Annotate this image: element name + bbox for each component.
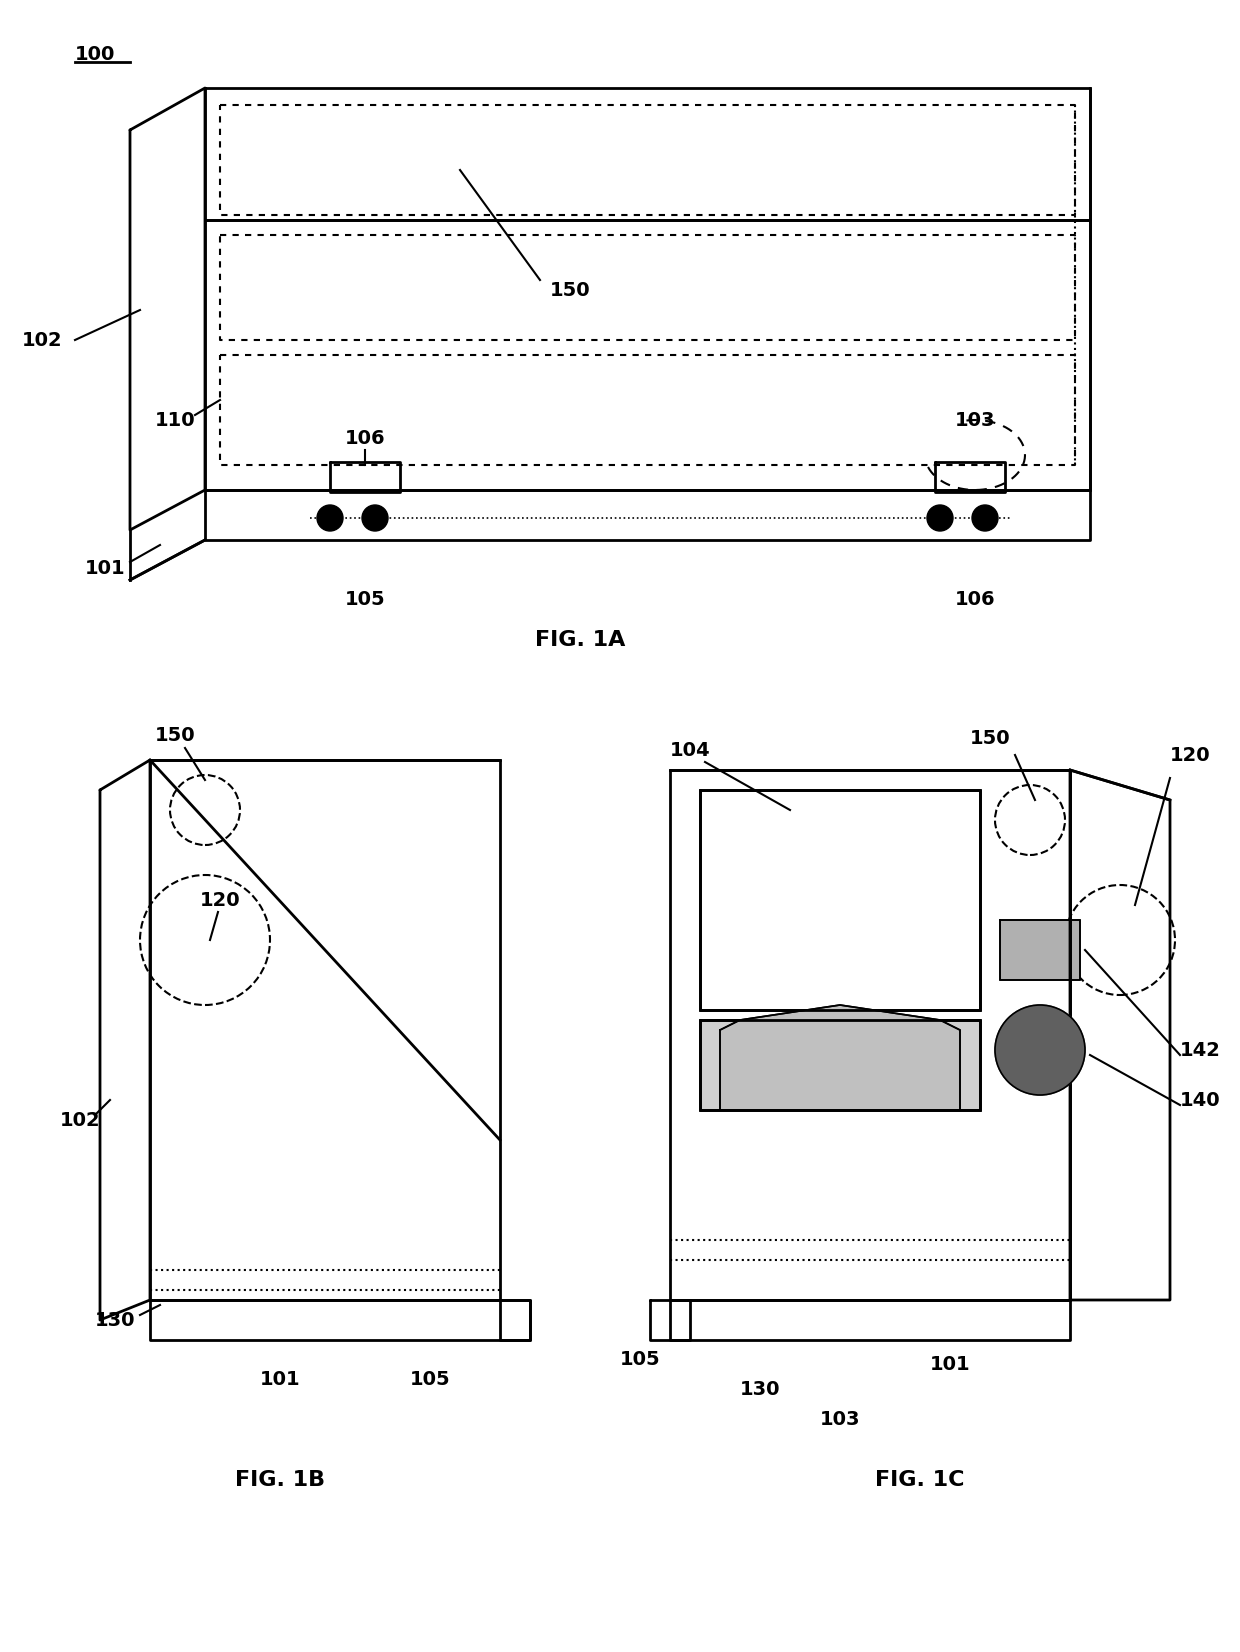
Text: 101: 101 xyxy=(259,1370,300,1389)
Text: 140: 140 xyxy=(1180,1090,1220,1110)
Text: FIG. 1C: FIG. 1C xyxy=(875,1470,965,1490)
Text: 106: 106 xyxy=(345,430,386,448)
Text: FIG. 1B: FIG. 1B xyxy=(234,1470,325,1490)
Polygon shape xyxy=(999,920,1080,980)
Circle shape xyxy=(362,506,388,530)
Text: 120: 120 xyxy=(1171,747,1210,765)
Text: 130: 130 xyxy=(740,1379,780,1399)
Text: 105: 105 xyxy=(409,1370,450,1389)
Text: 106: 106 xyxy=(955,590,996,610)
Circle shape xyxy=(317,506,343,530)
Text: 102: 102 xyxy=(60,1110,100,1130)
Circle shape xyxy=(994,1004,1085,1095)
Text: 110: 110 xyxy=(155,410,196,430)
Text: 130: 130 xyxy=(94,1310,135,1330)
Text: 104: 104 xyxy=(670,742,711,760)
Text: 100: 100 xyxy=(74,46,115,64)
Text: 101: 101 xyxy=(86,558,125,578)
Text: 105: 105 xyxy=(620,1350,661,1370)
Text: 142: 142 xyxy=(1180,1041,1221,1059)
Text: 103: 103 xyxy=(955,410,996,430)
Text: 103: 103 xyxy=(820,1411,861,1429)
Polygon shape xyxy=(720,1004,960,1110)
Text: 150: 150 xyxy=(970,729,1011,748)
Text: 101: 101 xyxy=(930,1355,971,1374)
Circle shape xyxy=(928,506,954,530)
Circle shape xyxy=(972,506,998,530)
Text: 120: 120 xyxy=(200,890,241,910)
Text: 150: 150 xyxy=(155,725,196,745)
Polygon shape xyxy=(701,790,980,1009)
Text: 102: 102 xyxy=(21,330,62,350)
Polygon shape xyxy=(701,1019,980,1110)
Text: 105: 105 xyxy=(345,590,386,610)
Text: 150: 150 xyxy=(549,281,590,299)
Text: FIG. 1A: FIG. 1A xyxy=(534,629,625,649)
